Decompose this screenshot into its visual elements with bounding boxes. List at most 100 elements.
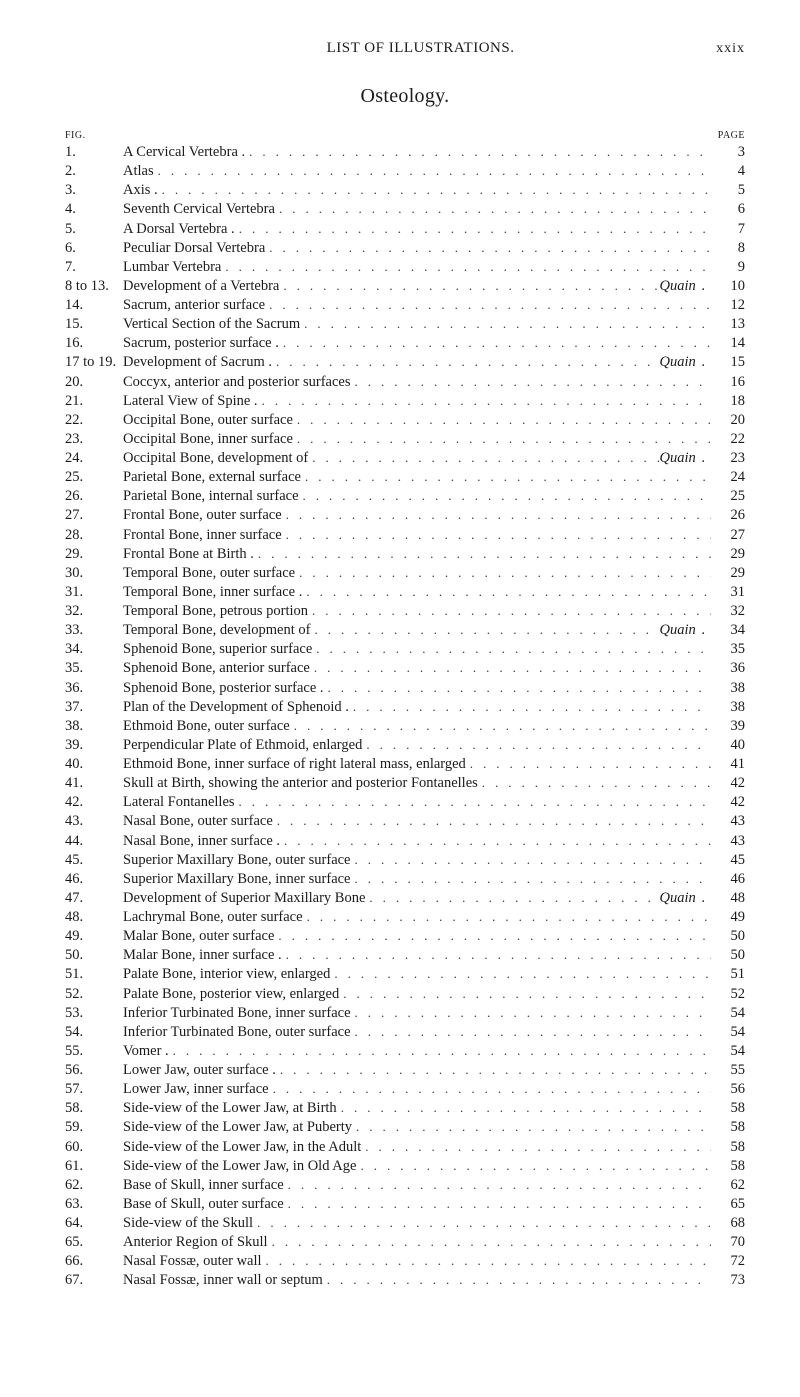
dot-leader [158,181,711,198]
illustration-entry: 24.Occipital Bone, development ofQuain23 [65,449,745,468]
illustration-entry: 28.Frontal Bone, inner surface27 [65,526,745,545]
illustration-entry: 2.Atlas4 [65,162,745,181]
entry-page: 8 [711,239,745,258]
dot-leader [310,621,659,638]
entry-title: Lumbar Vertebra [123,258,221,277]
entry-title: Superior Maxillary Bone, outer surface [123,851,351,870]
entry-number: 58. [65,1099,123,1118]
entry-page: 22 [711,430,745,449]
illustration-entry: 51.Palate Bone, interior view, enlarged5… [65,965,745,984]
dot-leader [262,1252,711,1269]
entry-title: A Dorsal Vertebra . [123,220,235,239]
entry-page: 9 [711,258,745,277]
entry-number: 47. [65,889,123,908]
dot-leader [308,602,711,619]
entry-number: 62. [65,1176,123,1195]
entry-number: 53. [65,1004,123,1023]
dot-leader [279,277,659,294]
entry-title: Occipital Bone, inner surface [123,430,293,449]
illustration-entry: 61.Side-view of the Lower Jaw, in Old Ag… [65,1157,745,1176]
entry-title: Sacrum, posterior surface . [123,334,279,353]
entry-number: 67. [65,1271,123,1290]
entry-page: 4 [711,162,745,181]
entry-number: 38. [65,717,123,736]
entry-number: 65. [65,1233,123,1252]
entry-title: Development of Superior Maxillary Bone [123,889,365,908]
dot-leader [352,1118,711,1135]
entry-number: 4. [65,200,123,219]
entry-title: Side-view of the Lower Jaw, in the Adult [123,1138,361,1157]
entry-number: 42. [65,793,123,812]
entry-number: 25. [65,468,123,487]
dot-leader [169,1042,711,1059]
section-title: Osteology. [65,85,745,108]
entry-number: 5. [65,220,123,239]
entry-number: 28. [65,526,123,545]
entry-page: 54 [711,1023,745,1042]
dot-leader [258,392,711,409]
dot-leader [356,1157,711,1174]
dot-leader [478,774,711,791]
illustration-entry: 5.A Dorsal Vertebra .7 [65,220,745,239]
entry-number: 24. [65,449,123,468]
entry-title: Nasal Fossæ, outer wall [123,1252,262,1271]
entry-title: Nasal Bone, inner surface . [123,832,280,851]
entry-title: Side-view of the Lower Jaw, at Birth [123,1099,337,1118]
entry-page: 58 [711,1157,745,1176]
entry-title: Lateral Fontanelles [123,793,235,812]
dot-leader [275,200,711,217]
entry-title: Anterior Region of Skull [123,1233,268,1252]
column-headers: FIG. PAGE [65,130,745,141]
entry-title: Temporal Bone, development of [123,621,310,640]
entry-title: Vertical Section of the Sacrum [123,315,300,334]
entry-page: 68 [711,1214,745,1233]
entry-number: 2. [65,162,123,181]
illustration-entry: 22.Occipital Bone, outer surface20 [65,411,745,430]
entry-page: 45 [711,851,745,870]
dot-leader [362,736,711,753]
illustration-entry: 25.Parietal Bone, external surface24 [65,468,745,487]
entry-number: 31. [65,583,123,602]
entry-number: 20. [65,373,123,392]
illustration-entry: 37.Plan of the Development of Sphenoid .… [65,698,745,717]
entry-page: 26 [711,506,745,525]
illustration-entry: 52.Palate Bone, posterior view, enlarged… [65,985,745,1004]
entry-page: 73 [711,1271,745,1290]
entry-number: 55. [65,1042,123,1061]
dot-leader [339,985,711,1002]
dot-leader [351,851,712,868]
entry-title: Peculiar Dorsal Vertebra [123,239,265,258]
entry-author: Quain [660,277,712,296]
entry-page: 42 [711,774,745,793]
entry-number: 21. [65,392,123,411]
illustration-entry: 23.Occipital Bone, inner surface22 [65,430,745,449]
entry-title: Inferior Turbinated Bone, inner surface [123,1004,351,1023]
dot-leader [273,812,711,829]
entry-page: 43 [711,812,745,831]
entry-title: Sacrum, anterior surface [123,296,265,315]
illustration-entry: 50.Malar Bone, inner surface .50 [65,946,745,965]
illustration-entry: 35.Sphenoid Bone, anterior surface36 [65,659,745,678]
illustration-entry: 67.Nasal Fossæ, inner wall or septum73 [65,1271,745,1290]
dot-leader [235,220,711,237]
dot-leader [254,545,711,562]
illustration-entry: 7.Lumbar Vertebra9 [65,258,745,277]
entry-page: 14 [711,334,745,353]
entry-title: Lower Jaw, outer surface . [123,1061,276,1080]
entry-page: 65 [711,1195,745,1214]
entry-author: Quain [660,353,712,372]
entry-title: Axis . [123,181,158,200]
entry-number: 36. [65,679,123,698]
entry-page: 29 [711,545,745,564]
dot-leader [154,162,711,179]
illustration-entry: 32.Temporal Bone, petrous portion32 [65,602,745,621]
illustration-entry: 16.Sacrum, posterior surface .14 [65,334,745,353]
entry-page: 41 [711,755,745,774]
entry-page: 39 [711,717,745,736]
dot-leader [290,717,711,734]
illustration-entry: 4.Seventh Cervical Vertebra6 [65,200,745,219]
illustration-entry: 48.Lachrymal Bone, outer surface49 [65,908,745,927]
dot-leader [312,640,711,657]
illustration-entry: 42.Lateral Fontanelles42 [65,793,745,812]
dot-leader [274,927,711,944]
